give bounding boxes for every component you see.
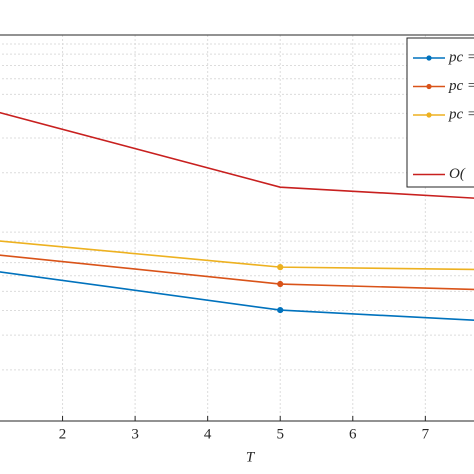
point: [277, 264, 284, 271]
x-tick-label: 6: [349, 426, 357, 442]
legend-marker: [426, 83, 432, 90]
x-tick-label: 3: [131, 426, 139, 442]
plot-frame: [0, 34, 474, 422]
series-line: [0, 111, 474, 199]
legend-label: pc =: [448, 49, 474, 65]
legend-marker: [426, 112, 432, 118]
x-tick-label: 7: [422, 426, 430, 442]
legend-marker: [426, 55, 432, 61]
legend-label: pc =: [448, 106, 474, 122]
legend-label: O(: [449, 166, 466, 182]
x-tick-label: 4: [204, 426, 212, 442]
x-tick-label: 5: [276, 426, 284, 442]
legend-label: pc =: [448, 78, 474, 94]
point: [277, 306, 284, 314]
series-line: [0, 254, 474, 291]
point: [277, 280, 284, 288]
x-axis-label: T: [246, 449, 256, 465]
x-tick-label: 2: [59, 426, 67, 442]
series-line: [0, 240, 474, 271]
legend-box: [406, 37, 474, 188]
